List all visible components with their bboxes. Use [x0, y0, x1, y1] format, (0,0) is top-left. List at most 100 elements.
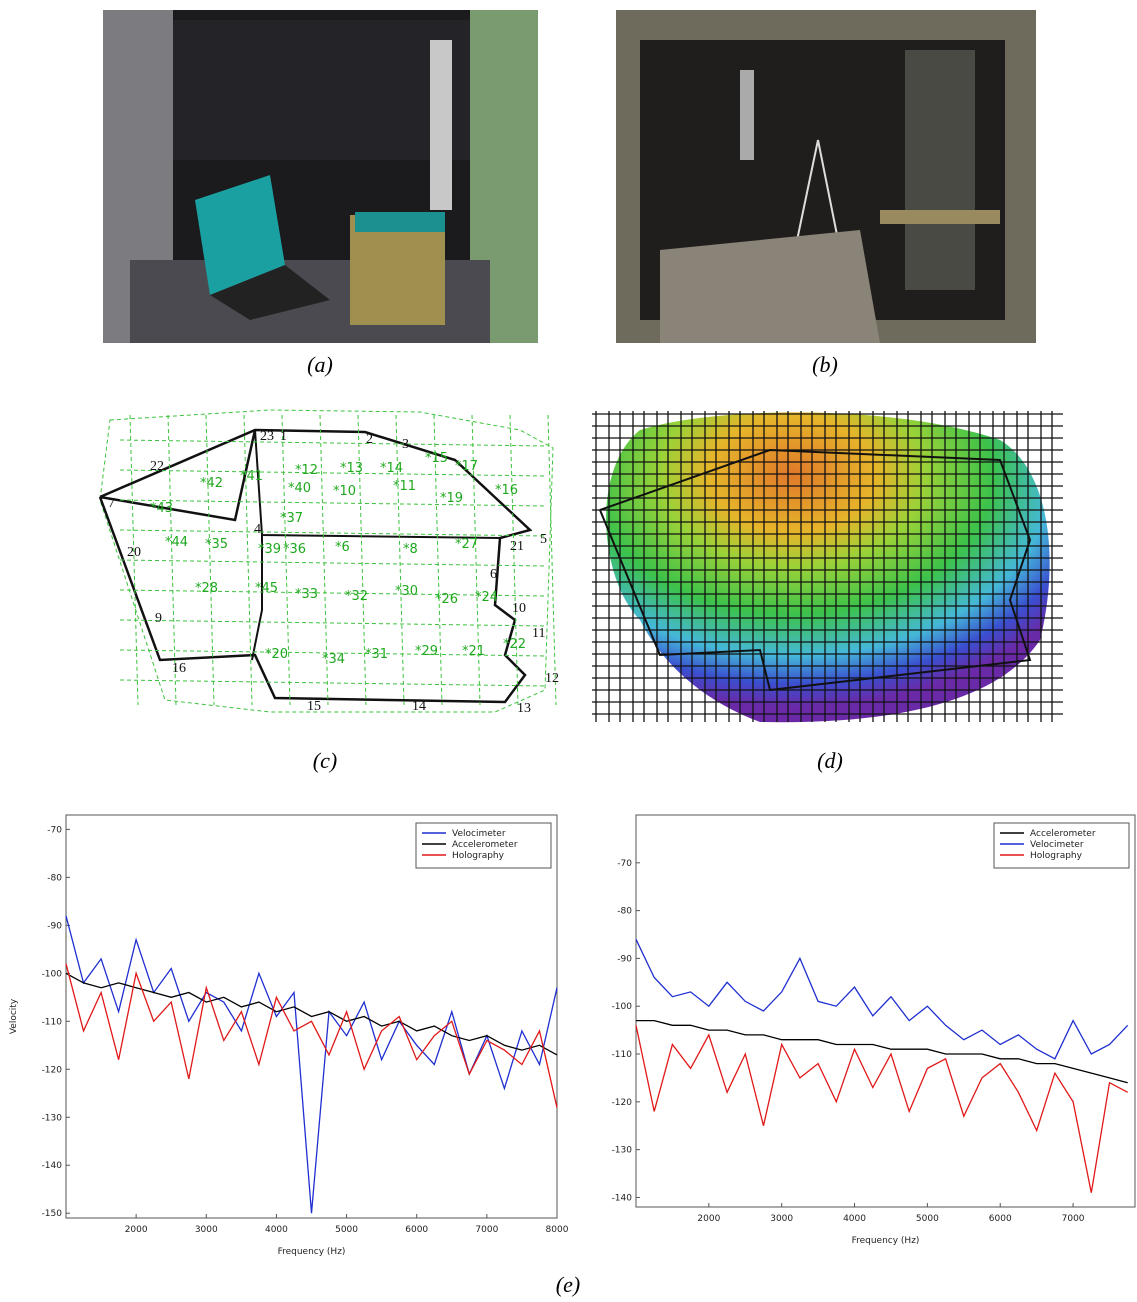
y-tick-label: -80 — [47, 873, 62, 883]
y-tick-label: -130 — [42, 1113, 63, 1123]
sensor-label: *19 — [440, 491, 463, 506]
x-tick-label: 7000 — [1062, 1214, 1085, 1224]
sensor-label: *13 — [340, 461, 363, 476]
mesh-line — [120, 440, 545, 446]
sensor-label: *14 — [380, 461, 403, 476]
sensor-label: *15 — [425, 451, 448, 466]
x-tick-label: 6000 — [405, 1225, 428, 1235]
x-tick-label: 3000 — [770, 1214, 793, 1224]
sensor-label: *24 — [475, 590, 498, 605]
panel-caption: (e) — [556, 1272, 580, 1297]
point-label: 4 — [254, 522, 261, 537]
sensor-label: *39 — [258, 542, 281, 557]
y-tick-label: -120 — [42, 1065, 63, 1075]
sensor-label: *31 — [365, 647, 388, 662]
sensor-label: *16 — [495, 483, 518, 498]
sensor-label: *8 — [403, 542, 418, 557]
sensor-label: *6 — [335, 540, 350, 555]
sensor-label: *33 — [295, 587, 318, 602]
legend-label: Holography — [452, 851, 505, 861]
y-tick-label: -70 — [617, 859, 632, 869]
y-tick-label: -130 — [612, 1146, 633, 1156]
x-tick-label: 5000 — [335, 1225, 358, 1235]
mesh-line — [120, 680, 545, 686]
sensor-label: *28 — [195, 581, 218, 596]
legend-label: Holography — [1030, 851, 1083, 861]
y-tick-label: -120 — [612, 1098, 633, 1108]
sensor-label: *34 — [322, 652, 345, 667]
y-tick-label: -90 — [617, 954, 632, 964]
photo-a — [103, 10, 538, 343]
legend-label: Velocimeter — [1030, 840, 1084, 850]
point-label: 3 — [402, 437, 409, 452]
panel-caption: (c) — [313, 748, 337, 773]
point-label: 15 — [307, 699, 321, 714]
sensor-label: *12 — [295, 463, 318, 478]
sensor-label: *32 — [345, 589, 368, 604]
sensor-label: *10 — [333, 484, 356, 499]
point-label: 20 — [127, 545, 141, 560]
sensor-label: *27 — [455, 537, 478, 552]
mesh-line — [120, 620, 545, 626]
mesh-line — [120, 500, 545, 506]
sensor-label: *37 — [280, 511, 303, 526]
point-label: 7 — [108, 496, 115, 511]
mesh-line — [120, 560, 545, 566]
y-tick-label: -100 — [612, 1002, 633, 1012]
sensor-label: *42 — [200, 476, 223, 491]
y-tick-label: -110 — [42, 1017, 63, 1027]
sensor-label: *45 — [255, 581, 278, 596]
point-label: 14 — [412, 699, 426, 714]
sensor-label: *17 — [455, 459, 478, 474]
mesh-line — [120, 470, 545, 476]
mesh-line — [206, 415, 214, 705]
sensor-label: *30 — [395, 584, 418, 599]
y-tick-label: -90 — [47, 921, 62, 931]
sensor-label: *35 — [205, 537, 228, 552]
sensor-label: *26 — [435, 592, 458, 607]
y-tick-label: -150 — [42, 1209, 63, 1219]
figure: 222312345679101112131415162021*42*41*12*… — [0, 0, 1137, 1302]
photo-b — [616, 10, 1036, 343]
point-label: 2 — [366, 432, 373, 447]
panel-caption: (b) — [812, 352, 838, 377]
sensor-label: *36 — [283, 542, 306, 557]
sensor-label: *29 — [415, 644, 438, 659]
point-label: 12 — [545, 671, 559, 686]
x-tick-label: 7000 — [475, 1225, 498, 1235]
legend-label: Accelerometer — [452, 840, 518, 850]
y-tick-label: -80 — [617, 907, 632, 917]
point-label: 6 — [490, 567, 497, 582]
point-label: 16 — [172, 661, 186, 676]
sensor-label: *11 — [393, 479, 416, 494]
x-tick-label: 3000 — [195, 1225, 218, 1235]
x-axis-label: Frequency (Hz) — [852, 1236, 920, 1246]
point-label: 23 — [260, 429, 274, 444]
sensor-label: *20 — [265, 647, 288, 662]
point-label: 5 — [540, 532, 547, 547]
sensor-label: *43 — [150, 501, 173, 516]
plot-area — [636, 815, 1135, 1207]
x-tick-label: 2000 — [125, 1225, 148, 1235]
point-label: 22 — [150, 459, 164, 474]
x-tick-label: 5000 — [916, 1214, 939, 1224]
legend-label: Velocimeter — [452, 829, 506, 839]
x-tick-label: 6000 — [989, 1214, 1012, 1224]
x-tick-label: 8000 — [546, 1225, 569, 1235]
point-label: 21 — [510, 539, 524, 554]
panel-caption: (a) — [307, 352, 333, 377]
y-tick-label: -140 — [612, 1193, 633, 1203]
mesh-line — [396, 415, 404, 705]
holography-map — [592, 411, 1063, 722]
y-tick-label: -140 — [42, 1161, 63, 1171]
point-label: 13 — [517, 701, 531, 716]
sensor-label: *44 — [165, 535, 188, 550]
point-label: 10 — [512, 601, 526, 616]
x-axis-label: Frequency (Hz) — [278, 1247, 346, 1257]
page: 222312345679101112131415162021*42*41*12*… — [0, 0, 1137, 1302]
point-label: 1 — [280, 429, 287, 444]
y-tick-label: -100 — [42, 969, 63, 979]
x-tick-label: 2000 — [697, 1214, 720, 1224]
sensor-label: *21 — [462, 644, 485, 659]
